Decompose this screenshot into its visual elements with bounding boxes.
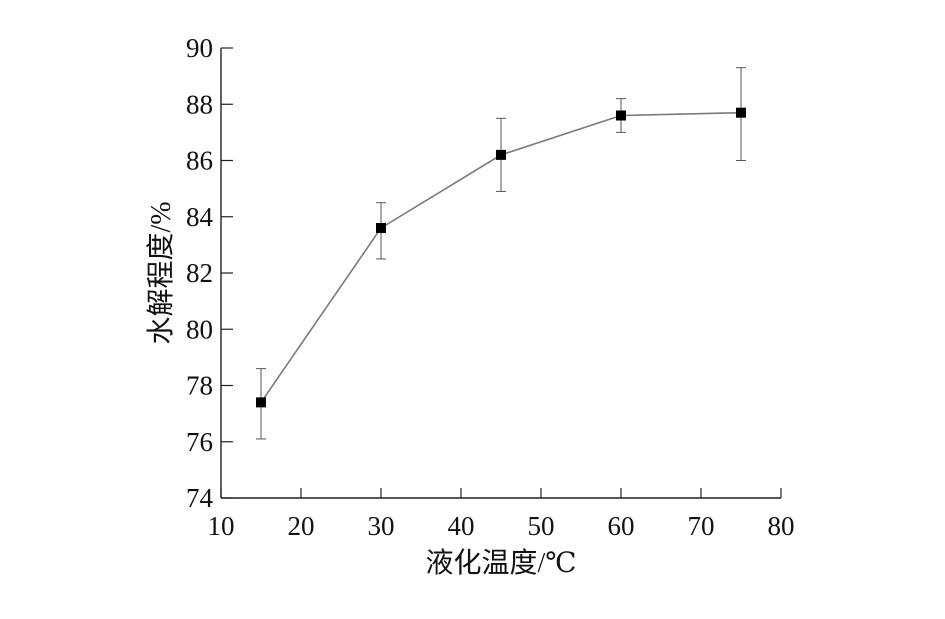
x-tick-label: 70 xyxy=(688,511,715,541)
y-tick-label: 74 xyxy=(186,483,214,513)
x-tick-label: 60 xyxy=(608,511,635,541)
y-tick-label: 78 xyxy=(186,371,213,401)
x-axis-title: 液化温度/℃ xyxy=(425,547,576,579)
data-point-marker xyxy=(256,397,266,408)
data-point-marker xyxy=(496,149,506,160)
x-tick-label: 80 xyxy=(768,511,795,541)
ticks: 10 20 30 40 50 60 70 80 74 76 78 80 82 84 86 88 90 xyxy=(186,33,795,541)
y-axis-title: 水解程度/% xyxy=(145,201,177,344)
data-point-marker xyxy=(376,223,386,233)
y-tick-label: 90 xyxy=(186,33,213,63)
y-tick-label: 82 xyxy=(186,258,213,288)
x-tick-label: 20 xyxy=(288,511,315,541)
x-tick-label: 10 xyxy=(208,511,235,541)
y-tick-label: 84 xyxy=(186,202,214,232)
y-tick-label: 86 xyxy=(186,146,213,176)
y-tick-label: 80 xyxy=(186,314,213,344)
y-tick-label: 88 xyxy=(186,89,213,119)
x-tick-label: 50 xyxy=(528,511,555,541)
series-layer xyxy=(256,67,746,440)
x-tick-label: 40 xyxy=(448,511,475,541)
axes xyxy=(220,48,781,499)
y-tick-label: 76 xyxy=(186,427,213,457)
data-point-marker xyxy=(616,110,626,121)
data-point-marker xyxy=(736,107,746,118)
x-tick-label: 30 xyxy=(368,511,395,541)
